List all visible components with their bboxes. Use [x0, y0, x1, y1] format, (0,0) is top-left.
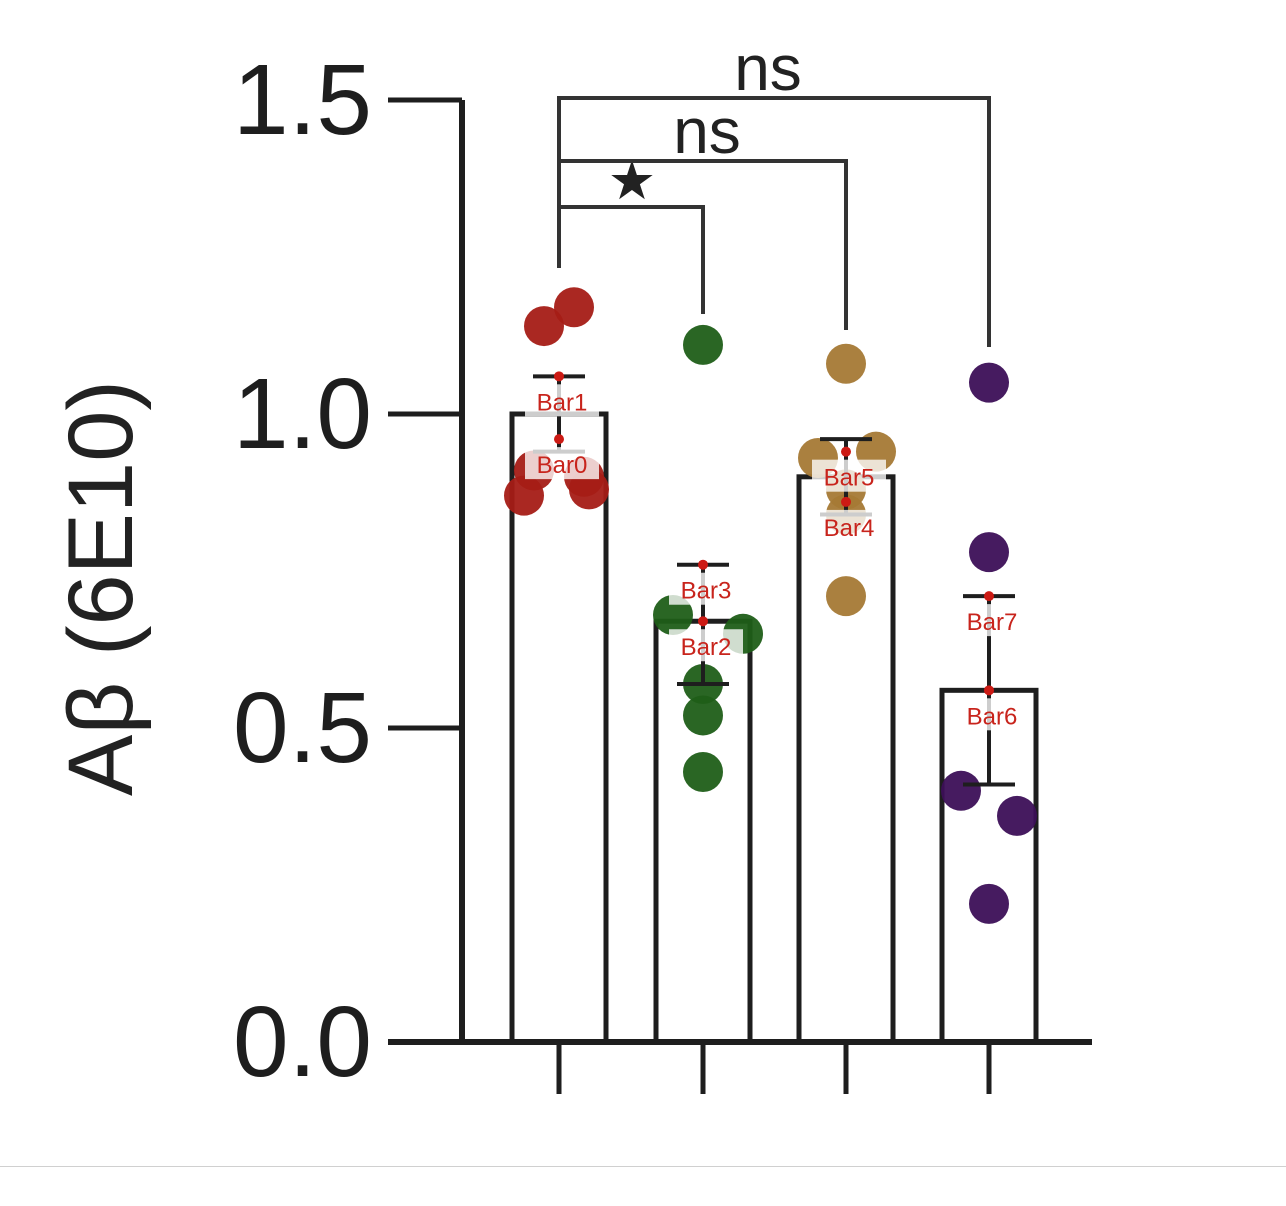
bar-label-marker [984, 591, 994, 602]
data-point [826, 576, 866, 617]
bar-label-text: Bar3 [681, 578, 732, 605]
bar-label-text: Bar5 [824, 465, 875, 492]
bar-label-marker [984, 685, 994, 696]
data-point [826, 343, 866, 384]
data-point [504, 475, 544, 516]
bar-label-box [669, 572, 743, 605]
significance-label: ns [734, 32, 802, 104]
bar-label-box [955, 604, 1029, 637]
y-axis-label: Aβ (6E10) [50, 380, 152, 796]
axes: 0.0 0.5 1.0 1.5 [233, 44, 1092, 1098]
bar-label-box [812, 459, 886, 492]
bar-label-marker [698, 616, 708, 627]
bar-label-text: Bar4 [824, 515, 875, 542]
bar-label: Bar6 [955, 685, 1029, 731]
bar-label-box [525, 447, 599, 480]
data-point [969, 532, 1009, 573]
bar-label-marker [841, 496, 851, 507]
significance-label: ns [673, 95, 741, 167]
data-point [653, 594, 693, 635]
bar-label: Bar2 [669, 616, 743, 662]
bar-label: Bar1 [525, 371, 599, 417]
bar-label-text: Bar2 [681, 634, 732, 661]
data-point [683, 324, 723, 365]
bar-label-text: Bar7 [967, 609, 1018, 636]
bar-label: Bar0 [525, 434, 599, 480]
bar-label-box [669, 629, 743, 662]
data-point [569, 469, 609, 510]
bar-label-marker [554, 371, 564, 382]
y-tick-label: 1.0 [233, 358, 372, 470]
significance-bracket [557, 96, 991, 347]
divider [0, 1166, 1286, 1167]
bar-label-text: Bar1 [537, 389, 588, 416]
bar-label-text: Bar0 [537, 452, 588, 479]
bar-labels: Bar0 Bar1 Bar2 Bar3 Bar4 Bar5 Bar6 Bar7 [525, 371, 1029, 731]
y-tick-label: 0.0 [233, 986, 372, 1098]
data-point [683, 751, 723, 792]
data-point [524, 306, 564, 347]
bar-label: Bar3 [669, 559, 743, 605]
bar-label: Bar7 [955, 591, 1029, 637]
bar-label-box [955, 698, 1029, 731]
data-point [554, 287, 594, 328]
y-tick-label: 0.5 [233, 672, 372, 784]
bar-label-marker [554, 434, 564, 445]
bar-label-box [525, 384, 599, 417]
bar [796, 474, 896, 1045]
data-point [969, 883, 1009, 924]
data-point [969, 362, 1009, 403]
bar-label-box [812, 509, 886, 542]
bar-label-text: Bar6 [967, 703, 1018, 730]
data-point [997, 795, 1037, 836]
bar-label: Bar4 [812, 496, 886, 542]
data-point [683, 695, 723, 736]
data-point [941, 770, 981, 811]
bar-label-marker [698, 559, 708, 570]
bar-label: Bar5 [812, 446, 886, 492]
y-tick-label: 1.5 [233, 44, 372, 156]
bar-label-marker [841, 446, 851, 457]
